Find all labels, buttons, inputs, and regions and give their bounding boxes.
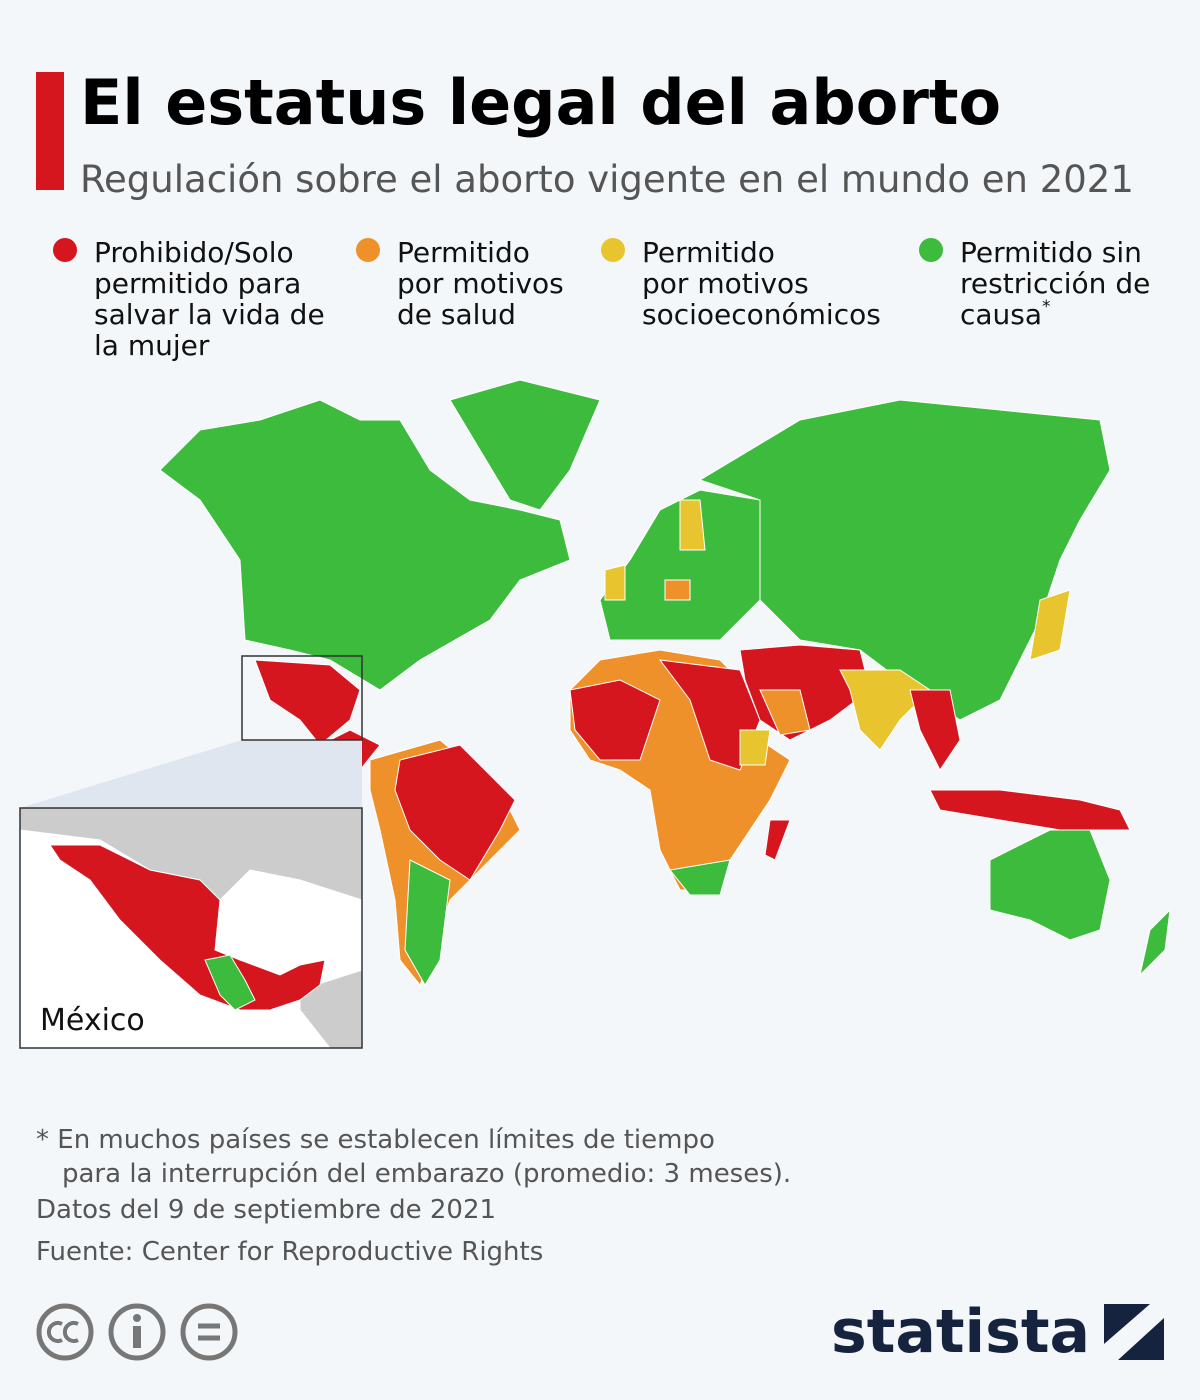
by-icon bbox=[108, 1303, 166, 1361]
inset-focus-box bbox=[241, 655, 363, 741]
footnote: para la interrupción del embarazo (prome… bbox=[62, 1159, 791, 1189]
legend-label: por motivos bbox=[642, 267, 809, 300]
legend-swatch bbox=[601, 238, 625, 262]
legend-label: permitido para bbox=[94, 267, 301, 300]
nd-glyph bbox=[198, 1323, 220, 1341]
region bbox=[658, 659, 761, 771]
legend-label: la mujer bbox=[94, 329, 210, 362]
legend-label: salvar la vida de bbox=[94, 298, 325, 331]
legend-label: socioeconómicos bbox=[642, 298, 881, 331]
legend-swatch bbox=[356, 238, 380, 262]
region bbox=[49, 844, 326, 1011]
inset-connector bbox=[20, 740, 362, 808]
source: Fuente: Center for Reproductive Rights bbox=[36, 1237, 543, 1267]
world-map bbox=[159, 379, 1171, 986]
legend-label: Permitido sin bbox=[960, 236, 1142, 269]
title-accent bbox=[36, 72, 64, 190]
legend-label: causa* bbox=[960, 297, 1051, 331]
by-glyph bbox=[133, 1314, 141, 1322]
legend-label: Permitido bbox=[642, 236, 775, 269]
region bbox=[989, 829, 1111, 941]
inset-label: México bbox=[40, 1003, 145, 1038]
region bbox=[449, 379, 601, 511]
legend-label: por motivos bbox=[397, 267, 564, 300]
region bbox=[394, 744, 516, 881]
nd-icon bbox=[180, 1303, 238, 1361]
brand: statista bbox=[831, 1297, 1090, 1367]
legend-note-mark: * bbox=[1042, 297, 1051, 317]
legend-label: restricción de bbox=[960, 267, 1150, 300]
legend-label: Prohibido/Solo bbox=[94, 236, 294, 269]
region bbox=[909, 689, 961, 771]
legend-label: Permitido bbox=[397, 236, 530, 269]
region bbox=[679, 499, 706, 551]
region bbox=[839, 669, 931, 751]
region bbox=[404, 859, 451, 986]
legend-label: de salud bbox=[397, 298, 516, 331]
logo-slash bbox=[1104, 1304, 1164, 1360]
region bbox=[929, 789, 1131, 831]
region bbox=[664, 579, 691, 601]
legend-swatch bbox=[53, 238, 77, 262]
region bbox=[739, 729, 771, 766]
footnote: * En muchos países se establecen límites… bbox=[36, 1125, 715, 1155]
cc-glyph bbox=[46, 1321, 79, 1343]
inset-frame bbox=[19, 807, 363, 1049]
region bbox=[569, 679, 661, 761]
license-icons bbox=[36, 1303, 238, 1361]
region bbox=[669, 859, 731, 896]
region bbox=[254, 659, 361, 746]
region bbox=[204, 954, 256, 1011]
title: El estatus legal del aborto bbox=[80, 66, 1001, 139]
legend-swatch bbox=[919, 238, 943, 262]
subtitle: Regulación sobre el aborto vigente en el… bbox=[80, 158, 1134, 201]
date-note: Datos del 9 de septiembre de 2021 bbox=[36, 1195, 496, 1225]
region bbox=[1139, 908, 1171, 977]
region bbox=[604, 564, 626, 601]
region bbox=[764, 819, 791, 861]
cc-icon bbox=[36, 1303, 94, 1361]
region bbox=[1029, 589, 1071, 661]
region bbox=[159, 399, 571, 691]
brand-logo bbox=[1104, 1304, 1164, 1360]
region bbox=[759, 689, 811, 736]
